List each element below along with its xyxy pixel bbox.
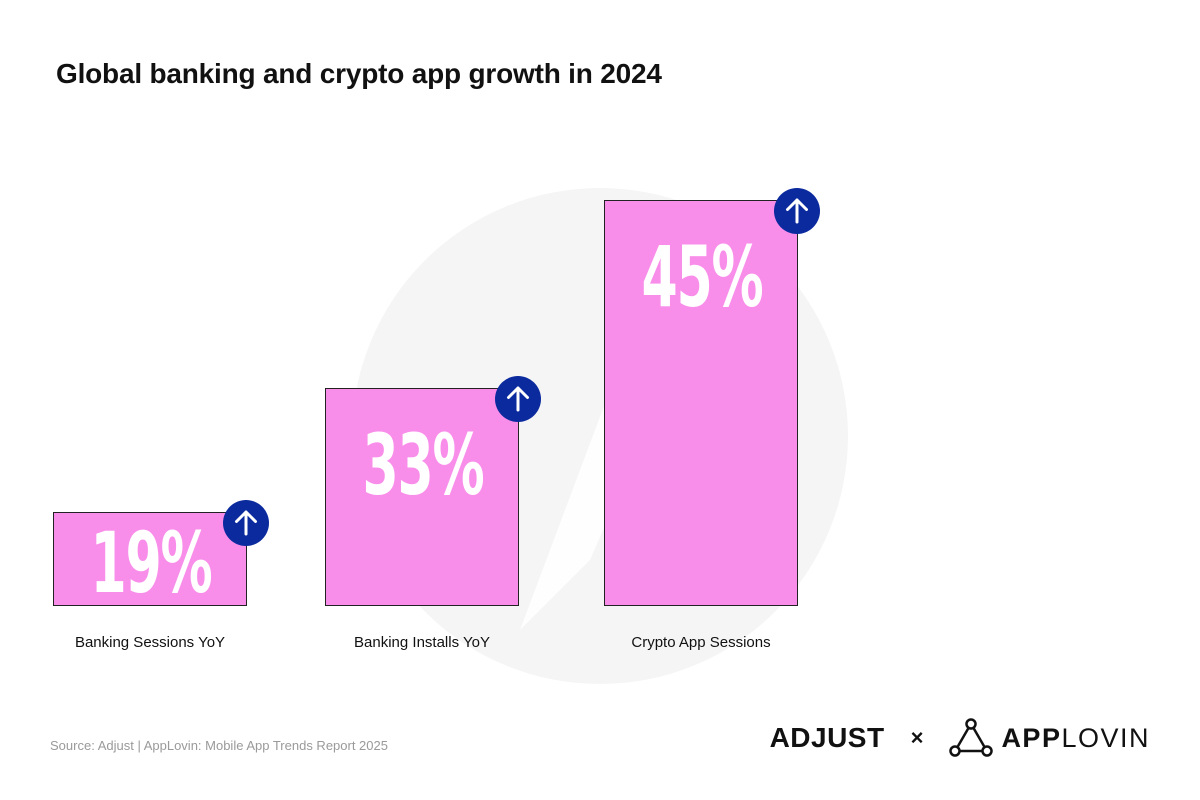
applovin-logo-light: LOVIN — [1061, 722, 1150, 753]
arrow-up-icon — [774, 188, 820, 234]
bar-value-label: 33% — [362, 416, 484, 514]
applovin-logo: APP LOVIN — [949, 718, 1150, 758]
bar-value-label: 45% — [641, 228, 763, 326]
bar-banking-installs-yoy: 33% — [325, 388, 519, 606]
adjust-logo: ADJUST — [769, 722, 885, 753]
category-label: Banking Installs YoY — [354, 634, 490, 651]
arrow-up-icon — [495, 376, 541, 422]
category-label: Banking Sessions YoY — [74, 634, 226, 651]
bar-crypto-app-sessions: 45% — [604, 200, 798, 606]
logo-separator: × — [910, 725, 924, 750]
chart-title: Global banking and crypto app growth in … — [56, 58, 662, 89]
bar-value-label: 19% — [90, 514, 212, 612]
bar-banking-sessions-yoy: 19% — [53, 512, 247, 606]
applovin-logo-bold: APP — [1001, 722, 1062, 753]
category-label: Crypto App Sessions — [631, 634, 771, 651]
arrow-up-icon — [223, 500, 269, 546]
brand-logos: ADJUST × APP LOVIN — [770, 718, 1150, 758]
source-note: Source: Adjust | AppLovin: Mobile App Tr… — [50, 738, 388, 753]
applovin-triangle-icon — [949, 718, 994, 757]
